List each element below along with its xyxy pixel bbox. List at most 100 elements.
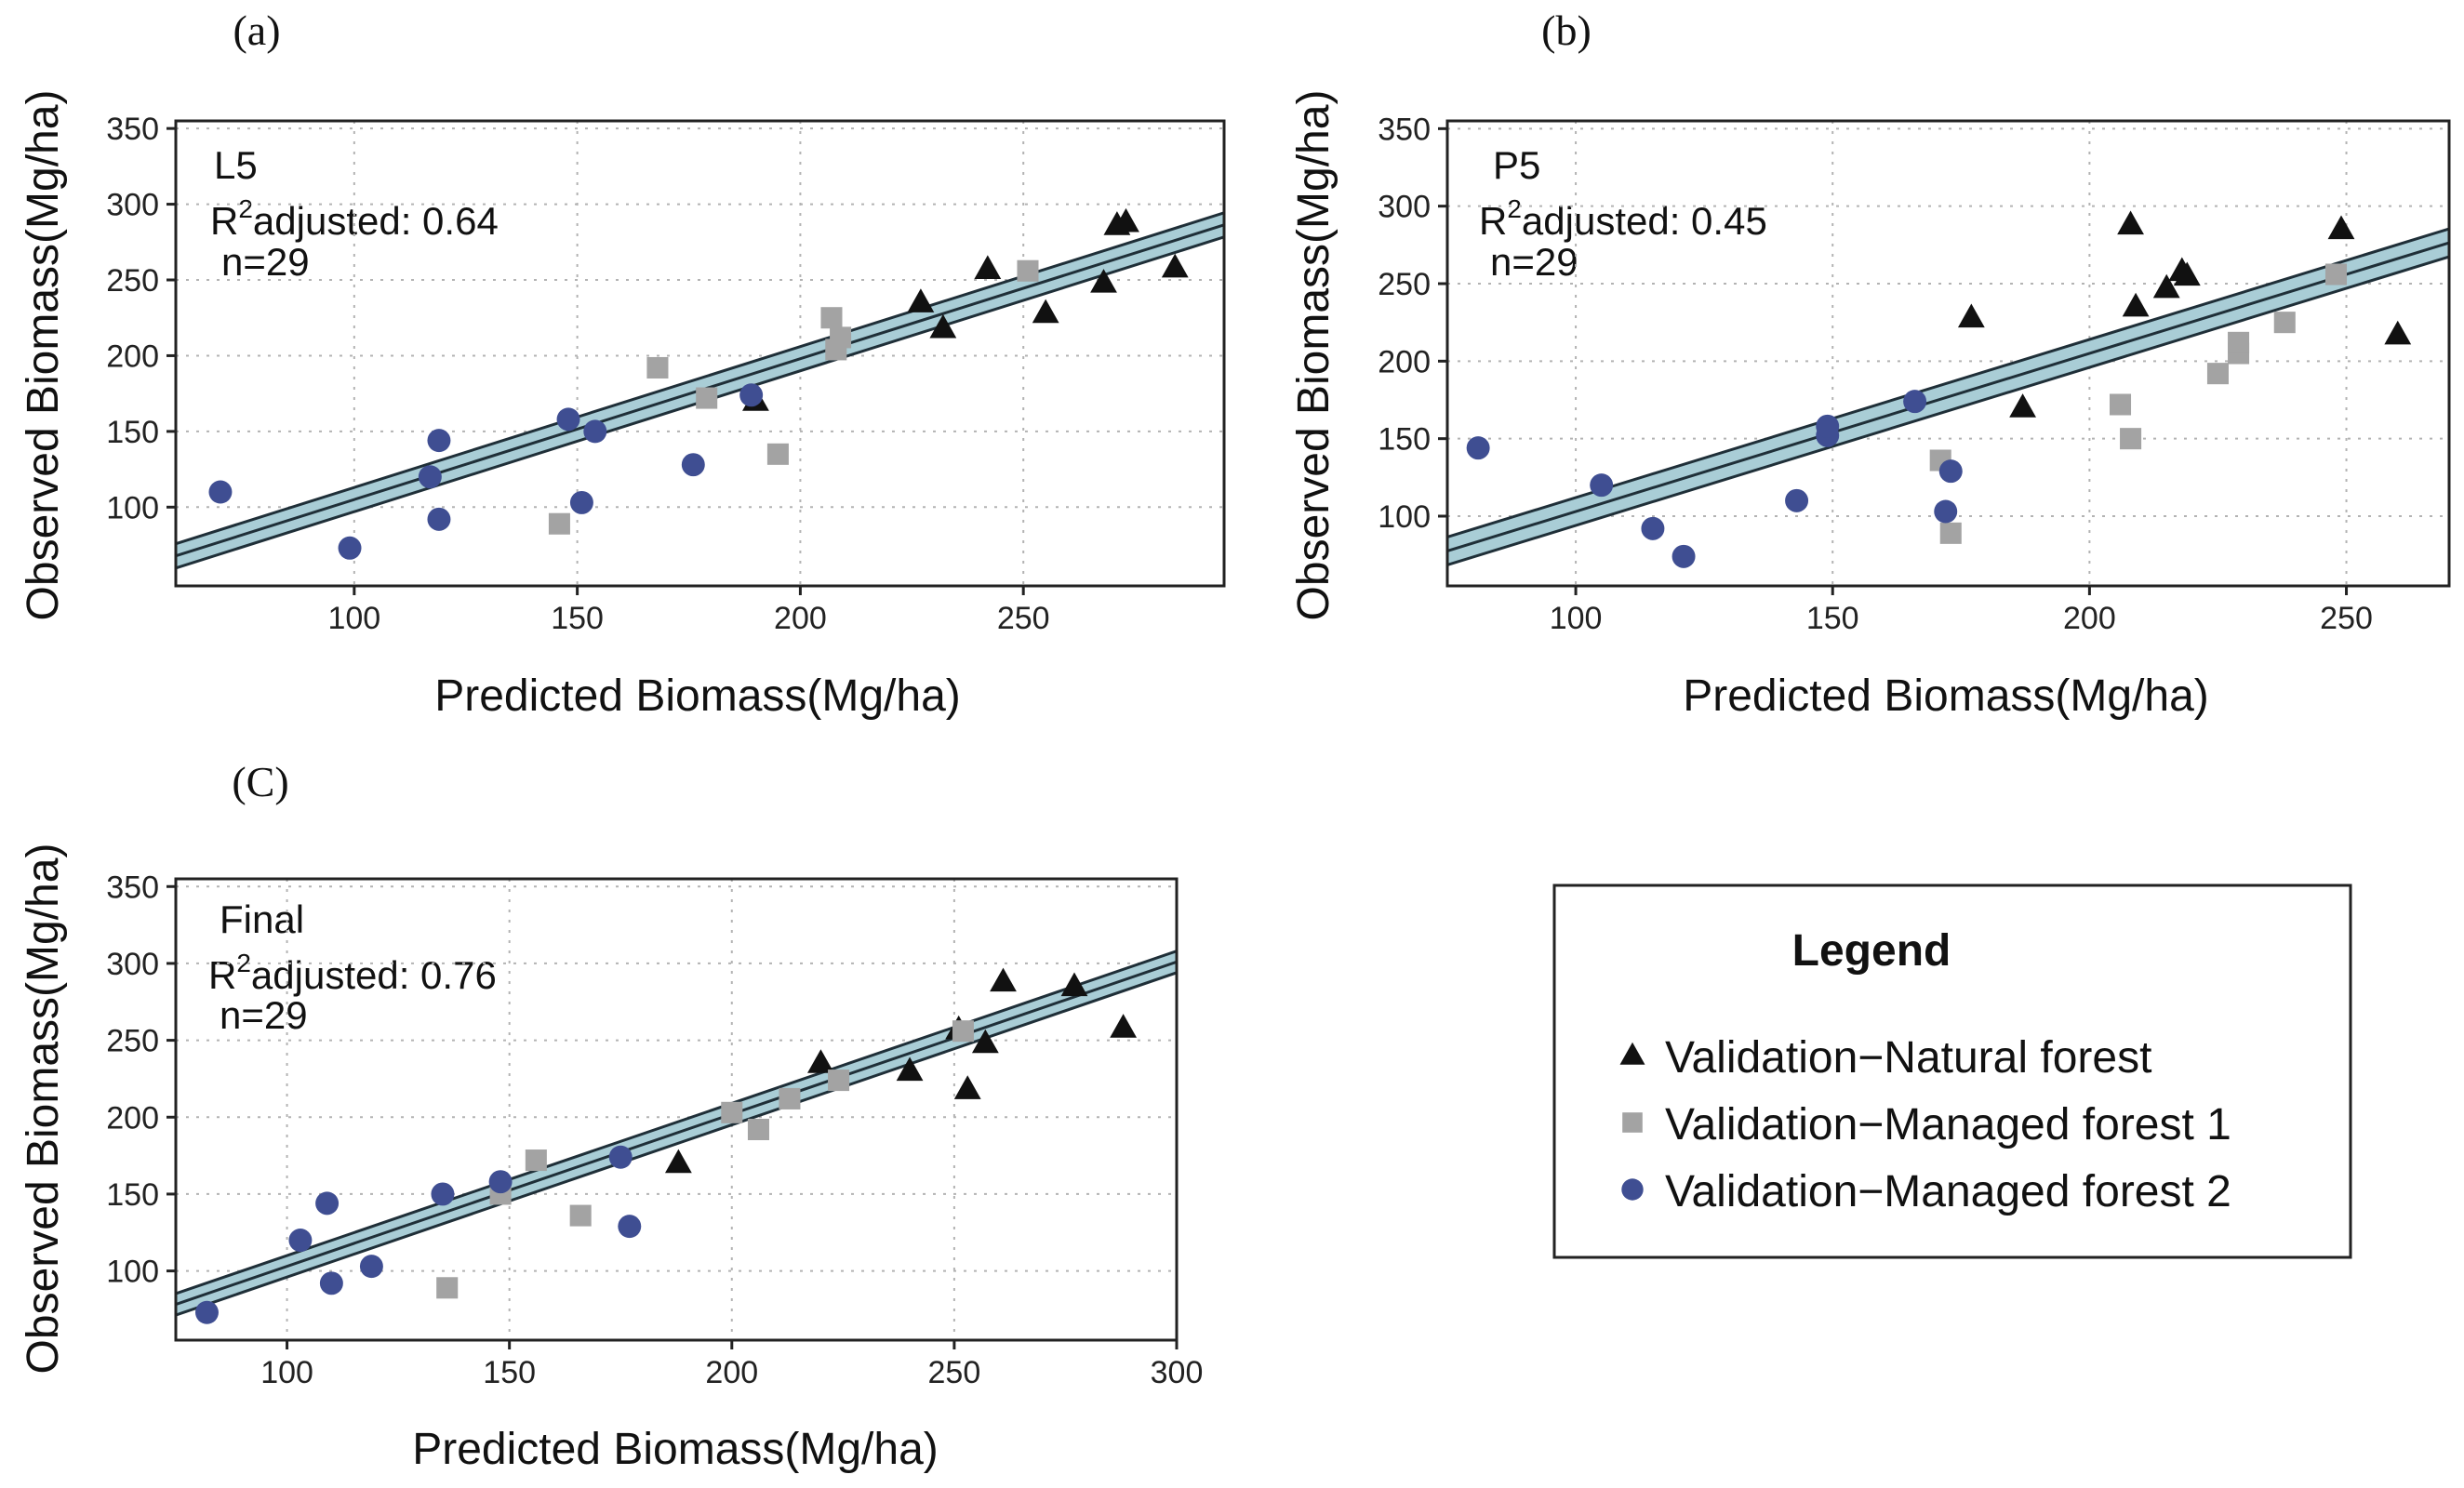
managed-forest-2-point bbox=[681, 453, 705, 477]
managed-forest-1-point bbox=[2228, 331, 2250, 353]
managed-forest-2-point bbox=[431, 1182, 455, 1206]
model-label: Final bbox=[220, 897, 304, 941]
x-tick-label: 150 bbox=[483, 1355, 536, 1390]
y-tick-label: 100 bbox=[106, 1255, 159, 1290]
legend-item: Validation−Managed forest 2 bbox=[1621, 1167, 2231, 1216]
natural-forest-point bbox=[971, 1029, 999, 1054]
model-label: L5 bbox=[214, 143, 258, 187]
r2-text: adjusted bbox=[1522, 199, 1670, 243]
natural-forest-point bbox=[1161, 253, 1189, 278]
managed-forest-1-point bbox=[952, 1020, 974, 1043]
legend-label: Validation−Managed forest 2 bbox=[1665, 1167, 2231, 1216]
managed-forest-1-point bbox=[828, 1070, 850, 1092]
natural-forest-point bbox=[807, 1049, 834, 1073]
y-tick-label: 350 bbox=[106, 112, 159, 147]
y-tick-label: 150 bbox=[106, 415, 159, 450]
r2-label: R2adjusted: 0.64 bbox=[210, 194, 499, 243]
x-tick-label: 100 bbox=[260, 1355, 313, 1390]
r2-label: R2adjusted: 0.45 bbox=[1479, 194, 1767, 243]
confidence-bound bbox=[1447, 227, 2449, 538]
managed-forest-2-point bbox=[319, 1271, 343, 1295]
natural-forest-point bbox=[990, 967, 1017, 992]
natural-forest-point bbox=[974, 255, 1002, 280]
managed-forest-1-point bbox=[2324, 263, 2348, 286]
x-tick-label: 250 bbox=[928, 1355, 981, 1390]
x-tick-label: 200 bbox=[774, 601, 827, 636]
managed-forest-1-point bbox=[1017, 259, 1039, 282]
x-tick-label: 150 bbox=[1806, 601, 1859, 636]
natural-forest-point bbox=[1957, 303, 1985, 328]
managed-forest-2-point bbox=[739, 383, 764, 407]
x-tick-label: 100 bbox=[1550, 601, 1603, 636]
model-label: P5 bbox=[1493, 143, 1540, 187]
axes: 100 150 200 250 100 150 200 250 300 350 bbox=[1378, 112, 2373, 636]
managed-forest-2-point bbox=[1903, 390, 1927, 414]
triangle-legend-marker bbox=[1619, 1042, 1645, 1065]
managed-forest-1-point bbox=[721, 1101, 743, 1123]
legend-item: Validation−Natural forest bbox=[1619, 1033, 2151, 1083]
fit-line bbox=[1447, 241, 2449, 552]
managed-forest-1-point bbox=[747, 1118, 769, 1141]
n-label: n=29 bbox=[220, 993, 308, 1037]
r2-value: : 0.45 bbox=[1670, 199, 1767, 243]
managed-forest-2-point bbox=[1672, 544, 1696, 568]
managed-forest-2-point bbox=[427, 429, 451, 453]
natural-forest-point bbox=[929, 313, 957, 339]
confidence-bound bbox=[176, 950, 1177, 1295]
panel-c: (C) Final R2adjusted: 0.76 n=29 Predicte… bbox=[19, 758, 1203, 1474]
managed-forest-2-point bbox=[488, 1170, 513, 1194]
y-tick-label: 250 bbox=[1378, 267, 1431, 302]
natural-forest-point bbox=[953, 1075, 981, 1099]
axes: 100 150 200 250 100 150 200 250 300 350 bbox=[106, 112, 1049, 636]
managed-forest-2-point bbox=[194, 1300, 219, 1324]
points bbox=[208, 207, 1189, 560]
regression bbox=[176, 950, 1177, 1317]
y-tick-label: 300 bbox=[106, 947, 159, 982]
x-axis-label: Predicted Biomass(Mg/ha) bbox=[412, 1425, 939, 1474]
managed-forest-2-point bbox=[359, 1255, 383, 1279]
confidence-bound bbox=[1447, 255, 2449, 566]
natural-forest-point bbox=[2173, 261, 2201, 286]
axes: 100 150 200 250 300 100 150 200 250 300 350 bbox=[106, 870, 1203, 1390]
x-tick-label: 200 bbox=[705, 1355, 758, 1390]
natural-forest-point bbox=[2152, 273, 2180, 299]
natural-forest-point bbox=[1060, 972, 1088, 997]
points bbox=[194, 967, 1138, 1324]
legend-box bbox=[1552, 884, 2352, 1259]
natural-forest-point bbox=[2009, 393, 2036, 418]
managed-forest-1-point bbox=[830, 326, 852, 349]
natural-forest-point bbox=[2327, 215, 2355, 240]
y-tick-label: 350 bbox=[106, 870, 159, 905]
managed-forest-2-point bbox=[569, 490, 593, 514]
natural-forest-point bbox=[2384, 320, 2412, 345]
managed-forest-2-point bbox=[418, 465, 442, 489]
managed-forest-1-point bbox=[2273, 312, 2296, 334]
plot-frame bbox=[174, 119, 1226, 588]
r2-text: adjusted bbox=[253, 199, 401, 243]
managed-forest-2-point bbox=[1466, 436, 1490, 460]
y-axis-label: Observed Biomass(Mg/ha) bbox=[1289, 90, 1339, 621]
y-tick-label: 300 bbox=[106, 188, 159, 223]
managed-forest-2-point bbox=[288, 1229, 313, 1253]
managed-forest-1-point bbox=[569, 1204, 592, 1227]
managed-forest-1-point bbox=[779, 1087, 801, 1109]
n-label: n=29 bbox=[221, 240, 310, 284]
managed-forest-2-point bbox=[1590, 473, 1614, 498]
y-axis-label: Observed Biomass(Mg/ha) bbox=[19, 844, 68, 1375]
managed-forest-2-point bbox=[1816, 414, 1840, 438]
r2-value: : 0.76 bbox=[399, 953, 497, 997]
natural-forest-point bbox=[907, 288, 935, 312]
managed-forest-1-point bbox=[2206, 363, 2229, 385]
legend-item: Validation−Managed forest 1 bbox=[1622, 1100, 2231, 1149]
natural-forest-point bbox=[1032, 299, 1059, 324]
panel-label: (a) bbox=[233, 7, 280, 54]
managed-forest-2-point bbox=[1785, 488, 1809, 512]
r2-label: R2adjusted: 0.76 bbox=[208, 949, 497, 997]
managed-forest-1-point bbox=[2120, 428, 2142, 450]
x-tick-label: 150 bbox=[551, 601, 604, 636]
legend-title: Legend bbox=[1792, 926, 1951, 976]
grid bbox=[176, 879, 1178, 1340]
y-tick-label: 350 bbox=[1378, 112, 1431, 147]
panel-label: (b) bbox=[1541, 7, 1592, 54]
managed-forest-2-point bbox=[618, 1215, 642, 1239]
